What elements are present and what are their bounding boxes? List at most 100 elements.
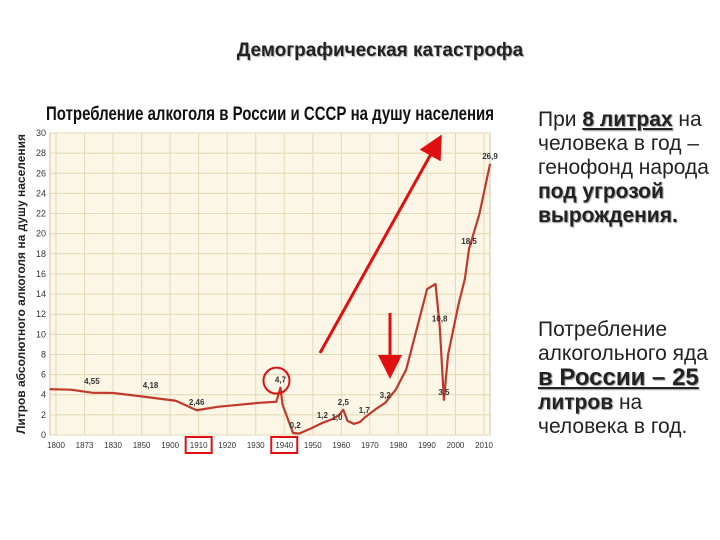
- highlight-circle: [262, 366, 291, 395]
- data-point: [292, 432, 294, 434]
- data-point: [443, 398, 445, 401]
- data-point: [143, 395, 146, 398]
- data-label: 4,18: [143, 381, 159, 390]
- data-label: 3,5: [438, 388, 450, 397]
- data-point: [363, 417, 366, 419]
- x-tick-label: 2010: [475, 441, 493, 450]
- text-block-consumption: Потребление алкогольного яда в России – …: [498, 318, 718, 439]
- data-point: [298, 432, 301, 435]
- data-point: [447, 353, 449, 356]
- data-label: 4,55: [84, 377, 100, 386]
- text-p2-d: на человека в год.: [538, 391, 688, 438]
- text-p1-a: При: [538, 108, 583, 131]
- text-russia-25: в России – 25: [538, 364, 699, 391]
- data-point: [394, 388, 397, 391]
- data-point: [438, 325, 441, 328]
- y-tick-label: 28: [36, 148, 46, 158]
- y-tick-label: 2: [41, 410, 46, 420]
- text-liters: литров: [538, 391, 614, 414]
- data-point: [321, 422, 324, 424]
- data-point: [359, 421, 361, 423]
- page-title: Демографическая катастрофа: [236, 40, 524, 61]
- y-tick-label: 20: [36, 229, 46, 239]
- y-tick-label: 26: [36, 168, 46, 178]
- x-tick-label: 2000: [447, 441, 465, 450]
- y-tick-label: 18: [36, 249, 46, 259]
- x-tick-label: 1960: [332, 441, 350, 450]
- chart-title-bg: [42, 95, 496, 127]
- rising-arrow: [318, 134, 442, 354]
- data-point: [112, 392, 114, 394]
- y-tick-label: 12: [36, 309, 46, 319]
- x-tick-label: 1920: [218, 441, 236, 450]
- data-point: [237, 404, 240, 406]
- data-point: [332, 418, 334, 420]
- y-tick-label: 0: [41, 430, 46, 440]
- y-tick-label: 8: [41, 349, 46, 359]
- x-tick-highlight-box: [184, 436, 213, 454]
- data-point: [373, 409, 376, 411]
- data-point: [478, 212, 481, 215]
- chart-title: Потребление алкоголя в России и СССР на …: [46, 104, 494, 125]
- y-tick-label: 22: [36, 209, 46, 219]
- y-tick-label: 24: [36, 188, 46, 198]
- text-block-genofond: При 8 литрах на человека в год – генофон…: [498, 108, 718, 228]
- data-label: 1,2: [317, 411, 329, 420]
- x-tick-label: 1990: [418, 441, 436, 450]
- y-tick-label: 6: [41, 370, 46, 380]
- data-point: [426, 288, 428, 290]
- data-point: [279, 386, 282, 389]
- x-tick-label: 1873: [76, 441, 94, 450]
- y-tick-label: 30: [36, 128, 46, 138]
- data-point: [457, 303, 460, 305]
- data-label: 2,46: [189, 398, 205, 407]
- data-point: [70, 388, 72, 391]
- data-point: [434, 283, 437, 285]
- data-label: 26,9: [482, 152, 498, 161]
- data-point: [195, 409, 198, 412]
- data-point: [91, 391, 93, 394]
- x-tick-label: 1800: [47, 441, 65, 450]
- alcohol-consumption-chart: Потребление алкоголя в России и СССР на …: [8, 95, 498, 465]
- data-point: [281, 404, 284, 406]
- plot-area: [49, 132, 491, 436]
- data-point: [346, 420, 349, 422]
- x-tick-label: 1910: [190, 441, 208, 450]
- data-point: [464, 278, 466, 280]
- text-threat: под угрозой вырождения.: [538, 180, 678, 227]
- data-label: 18,5: [461, 237, 477, 246]
- x-tick-label: 1950: [304, 441, 322, 450]
- data-point: [489, 163, 491, 166]
- data-point: [258, 401, 261, 404]
- data-point: [174, 399, 177, 402]
- text-p1-c: на человека в год – генофонд народа: [538, 108, 709, 179]
- data-point: [415, 328, 418, 331]
- data-label: 0,2: [290, 421, 302, 430]
- x-tick-label: 1830: [104, 441, 122, 450]
- data-point: [342, 409, 345, 411]
- y-tick-label: 10: [36, 329, 46, 339]
- data-point: [49, 388, 51, 390]
- data-point: [311, 427, 313, 429]
- data-label: 4,7: [275, 376, 287, 385]
- y-tick-label: 16: [36, 269, 46, 279]
- text-8-liters: 8 литрах: [582, 108, 673, 131]
- y-tick-label: 4: [41, 390, 46, 400]
- x-tick-label: 1930: [247, 441, 265, 450]
- data-label: 10,8: [432, 314, 448, 323]
- data-point: [405, 368, 407, 371]
- data-point: [468, 247, 470, 250]
- x-tick-label: 1850: [133, 441, 151, 450]
- x-tick-highlight-box: [270, 436, 299, 454]
- chart-svg: Потребление алкоголя в России и СССР на …: [14, 95, 498, 454]
- data-label: 3,2: [380, 391, 392, 400]
- y-axis-label: Литров абсолютного алкоголя на душу насе…: [14, 134, 28, 434]
- data-label: 2,5: [338, 398, 350, 407]
- x-tick-label: 1970: [361, 441, 379, 450]
- data-point: [353, 423, 355, 425]
- x-tick-label: 1900: [161, 441, 179, 450]
- data-point: [338, 414, 340, 416]
- data-point: [275, 400, 278, 403]
- x-tick-label: 1980: [390, 441, 408, 450]
- x-tick-label: 1940: [275, 441, 293, 450]
